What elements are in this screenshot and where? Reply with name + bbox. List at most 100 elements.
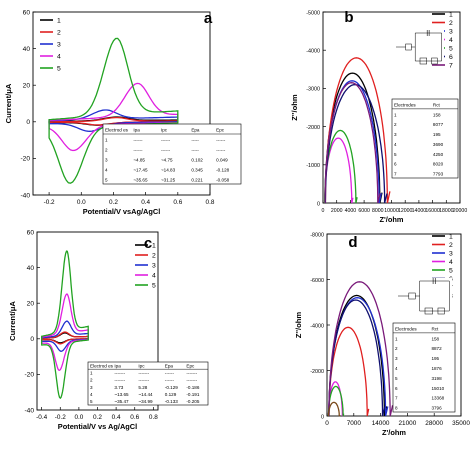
plot-frame — [32, 11, 211, 196]
y-tick-label: 0 — [30, 336, 34, 343]
x-tick-label: 0.2 — [93, 414, 102, 421]
y-tick-label: -40 — [20, 192, 30, 199]
x-tick-label: 14000 — [372, 420, 390, 427]
y-tick-label: -20 — [20, 156, 30, 163]
table-cell: 158 — [433, 112, 441, 117]
table-cell: 3.73 — [114, 385, 123, 390]
table-cell: 3 — [394, 132, 397, 137]
table-header-3: Epa — [165, 363, 174, 368]
x-tick-label: 0 — [325, 420, 329, 427]
table-cell: -0.129 — [165, 385, 178, 390]
table-cell: 2 — [105, 148, 108, 153]
table-cell: -0.205 — [186, 399, 199, 404]
inset-resistor — [431, 57, 438, 65]
table-cell: ------- — [186, 378, 197, 383]
table-cell: -0.186 — [186, 385, 199, 390]
legend-label-2: 2 — [449, 242, 453, 249]
y-tick-label: -8000 — [310, 232, 324, 238]
legend-label-5: 5 — [152, 282, 156, 289]
x-tick-label: 0.4 — [112, 414, 121, 421]
table-cell: ~34.99 — [138, 399, 153, 404]
table-cell: 0.221 — [191, 178, 203, 183]
table-cell: ~4.85 — [133, 158, 145, 163]
table-header-2: Ipc — [138, 363, 145, 368]
legend-label-1: 1 — [152, 242, 156, 249]
y-tick-label: -20 — [24, 372, 34, 379]
circuit-inset — [396, 30, 444, 65]
table-cell: 5 — [394, 152, 397, 157]
table-cell: 195 — [431, 356, 439, 361]
x-tick-label: 8000 — [372, 208, 384, 214]
table-header-1: Ipa — [114, 363, 121, 368]
y-axis-label: Z''/ohm — [290, 94, 299, 121]
table-frame — [392, 322, 456, 413]
x-tick-label: 35000 — [452, 420, 470, 427]
table-cell: ------- — [138, 371, 149, 376]
table-cell: ------- — [114, 371, 125, 376]
table-cell: 7 — [395, 396, 398, 401]
data-table: Electrodes Rct 1 158 2 8872 3 195 4 1876 5 3198 6 150… — [392, 322, 456, 413]
table-cell: ------ — [216, 148, 226, 153]
x-tick-label: 12000 — [398, 208, 413, 214]
table-cell: 1 — [395, 336, 398, 341]
table-cell: 3 — [395, 356, 398, 361]
table-cell: 5 — [90, 399, 93, 404]
inset-resistor — [419, 57, 427, 65]
y-tick-label: -4000 — [310, 323, 324, 329]
y-axis-label: Current/μA — [8, 301, 17, 341]
table-cell: ------ — [161, 148, 171, 153]
x-axis-label: Potential/V vs Ag/AgCl — [58, 422, 137, 431]
panel-a: -0.2 0.0 0.2 0.4 0.6 0.8 -40 -20 0 20 40 60 Potentia… — [4, 9, 242, 216]
table-cell: ~14.44 — [138, 392, 153, 397]
legend-label-7: 7 — [449, 62, 453, 69]
series-5-line — [41, 250, 89, 400]
legend-label-5: 5 — [57, 65, 61, 72]
series-7-line — [324, 82, 381, 204]
legend-label-2: 2 — [152, 252, 156, 259]
legend-label-2: 2 — [449, 20, 453, 27]
table-cell: 2 — [395, 346, 398, 351]
table-cell: ~13.65 — [114, 392, 129, 397]
table-cell: 7793 — [433, 172, 444, 177]
y-tick-label: -5000 — [306, 10, 320, 16]
table-cell: ------- — [114, 378, 125, 383]
table-cell: ------ — [133, 138, 143, 143]
table-frame — [391, 98, 459, 179]
table-cell: 195 — [433, 132, 441, 137]
table-cell: 3198 — [431, 376, 442, 381]
x-tick-label: -0.4 — [36, 414, 47, 421]
y-axis-label: Z''/ohm — [294, 312, 303, 339]
series-5-line — [48, 37, 179, 184]
x-axis-label: Z'/ohm — [380, 215, 404, 224]
table-cell: 4 — [105, 168, 108, 173]
legend-label-4: 4 — [57, 53, 61, 60]
y-tick-label: 40 — [23, 46, 31, 53]
table-cell: ------- — [186, 371, 197, 376]
x-tick-label: 7000 — [347, 420, 362, 427]
y-tick-label: -2000 — [306, 125, 320, 131]
data-table: Electrodes Rct 1 158 2 8077 3 195 4 3690 5 4250 6 802… — [391, 98, 459, 179]
table-cell: ------ — [165, 371, 175, 376]
table-cell: ~35.47 — [114, 399, 129, 404]
legend-label-5: 5 — [449, 45, 453, 52]
table-cell: -0.058 — [216, 178, 229, 183]
table-cell: ------- — [138, 378, 149, 383]
x-tick-label: 0.4 — [141, 199, 150, 206]
x-tick-label: -0.2 — [44, 199, 55, 206]
table-header-2: Ipc — [161, 128, 168, 133]
table-cell: 0.102 — [191, 158, 203, 163]
table-cell: 6 — [394, 162, 397, 167]
x-tick-label: 28000 — [425, 420, 443, 427]
series-7-line — [328, 281, 394, 417]
x-tick-label: 0.8 — [206, 199, 215, 206]
x-tick-label: 18000 — [439, 208, 454, 214]
table-cell: 3690 — [433, 142, 444, 147]
y-tick-label: 20 — [27, 301, 35, 308]
panel-letter: a — [204, 10, 213, 27]
x-tick-label: 0.0 — [77, 199, 86, 206]
x-tick-label: 0.2 — [109, 199, 118, 206]
legend-label-1: 1 — [449, 233, 453, 240]
legend-label-2: 2 — [57, 29, 61, 36]
